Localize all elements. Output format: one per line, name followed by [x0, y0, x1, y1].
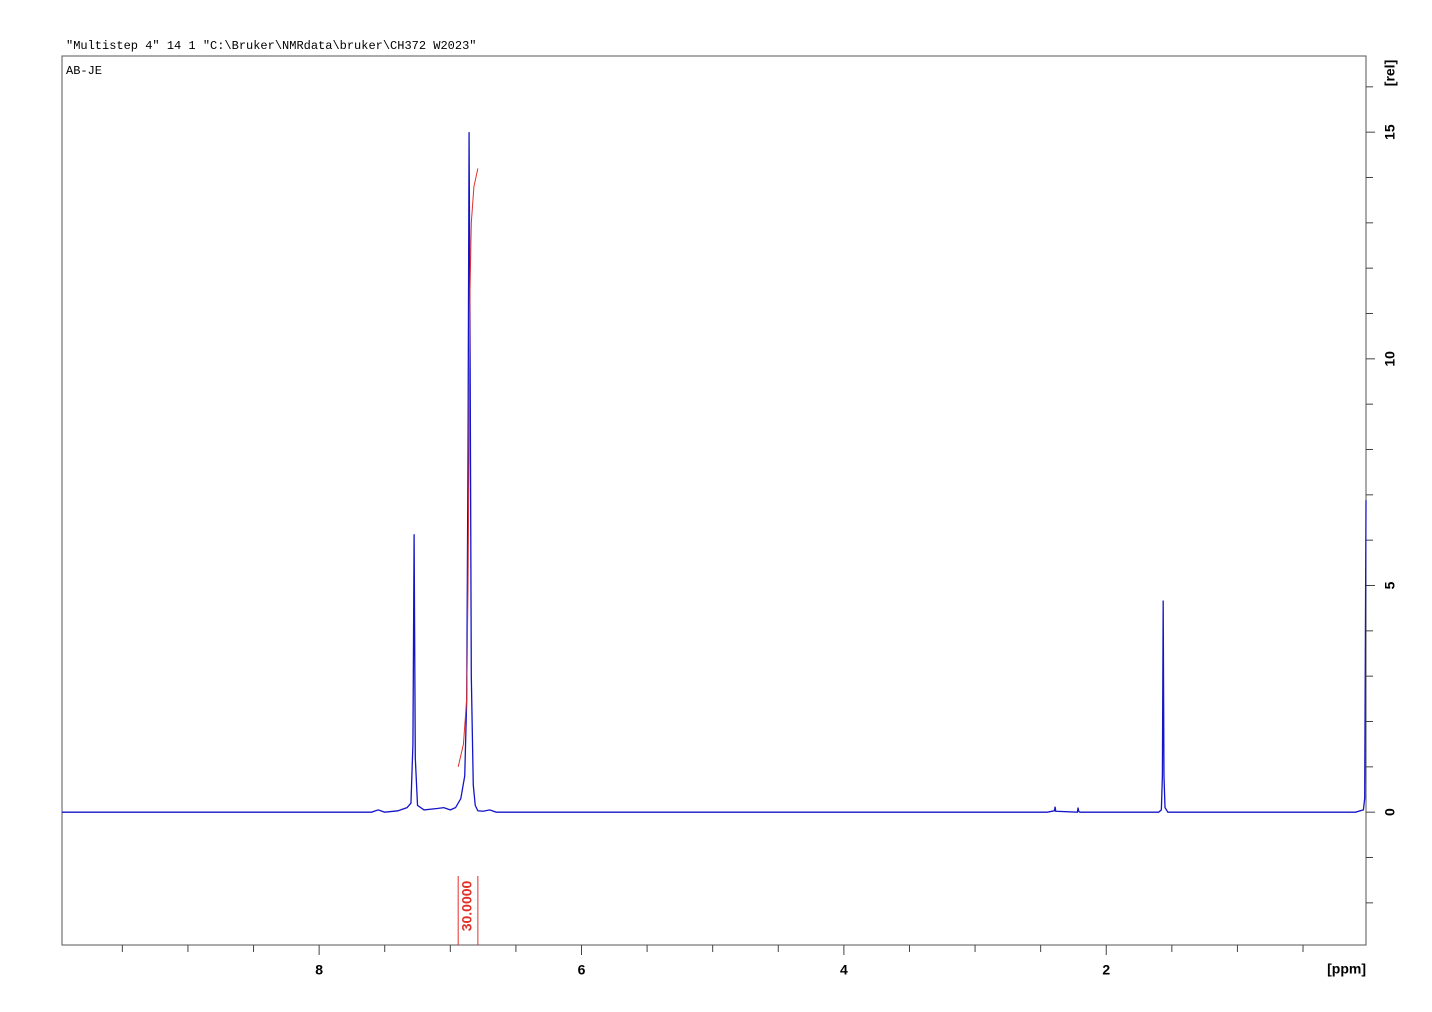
x-tick-label: 8: [315, 962, 323, 978]
x-tick-label: 2: [1102, 962, 1110, 978]
integral-label: 30.0000: [459, 880, 475, 931]
x-tick-label: 4: [840, 962, 848, 978]
x-tick-label: 6: [578, 962, 586, 978]
chart-title: AB-JE: [66, 64, 102, 78]
y-tick-label: 5: [1382, 581, 1398, 589]
y-tick-label: 15: [1382, 124, 1398, 140]
header: "Multistep 4" 14 1 "C:\Bruker\NMRdata\br…: [66, 39, 476, 53]
y-tick-label: 10: [1382, 351, 1398, 367]
spectrum-line: [62, 132, 1367, 813]
x-axis-label: [ppm]: [1327, 961, 1366, 977]
integral-curve: [457, 168, 479, 767]
y-axis-label: [rel]: [1382, 60, 1398, 86]
y-tick-label: 0: [1382, 808, 1398, 816]
